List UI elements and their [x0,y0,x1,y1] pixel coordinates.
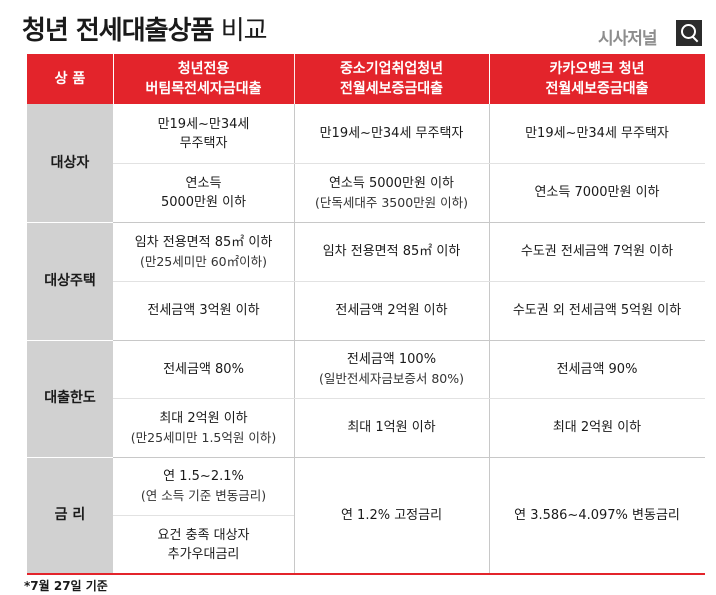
cell-subtext: (만25세미만 1.5억원 이하) [130,429,277,445]
header-col1-line1: 청년전용 [177,61,230,77]
divider [489,104,490,574]
cell-text: 최대 2억원 이하 [159,410,248,426]
cell-ratio-col1: 전세금액 80% [163,361,244,377]
bottom-border [27,573,705,575]
title-light: 비교 [220,16,268,46]
divider [489,54,490,104]
divider [294,104,295,574]
cell-deposit-col1: 전세금액 3억원 이하 [147,303,260,318]
footnote: *7월 27일 기준 [24,579,108,593]
label-eligibility: 대상자 [27,104,113,222]
page-title: 청년 전세대출상품 비교 [22,10,268,47]
cell-interest-col2: 연 1.2% 고정금리 [340,508,443,523]
divider [113,222,705,223]
header-col2-line1: 중소기업취업청년 [339,61,444,77]
divider [113,281,705,282]
divider [113,54,114,104]
cell-subtext: (일반전세자금보증서 80%) [318,371,464,386]
cell-age-col1: 만19세~만34세 무주택자 [113,104,294,163]
cell-text: 요건 충족 대상자 [157,527,250,543]
cell-age-col2: 만19세~만34세 무주택자 [319,126,464,141]
brand-logo: 시사저널 [598,29,658,49]
header-col2: 중소기업취업청년 전월세보증금대출 [294,54,489,104]
cell-text: 추가우대금리 [167,546,240,562]
divider [113,515,294,516]
header-col2-line2: 전월세보증금대출 [339,81,444,97]
cell-text: 5000만원 이하 [160,194,247,210]
cell-text: 임차 전용면적 85㎡ 이하 [134,234,273,250]
header-col1-line2: 버팀목전세자금대출 [145,81,262,97]
cell-ratio-col2: 전세금액 100% (일반전세자금보증서 80%) [294,340,489,398]
cell-max-col3: 최대 2억원 이하 [552,420,642,435]
cell-area-col2: 임차 전용면적 85㎡ 이하 [322,244,461,259]
cell-deposit-col2: 전세금액 2억원 이하 [335,303,448,318]
cell-text: 연소득 5000만원 이하 [328,175,455,191]
header-col3-line2: 전월세보증금대출 [545,81,649,97]
cell-deposit-col3: 수도권 외 전세금액 5억원 이하 [512,303,682,318]
cell-interest-col3: 연 3.586~4.097% 변동금리 [514,508,680,523]
cell-subtext: (연 소득 기준 변동금리) [140,488,267,503]
cell-max-col1: 최대 2억원 이하 (만25세미만 1.5억원 이하) [113,398,294,457]
header-label: 상 품 [27,54,113,104]
cell-ratio-col3: 전세금액 90% [556,361,638,377]
cell-income-col3: 연소득 7000만원 이하 [534,185,660,200]
cell-text: 만19세~만34세 [157,116,250,132]
cell-text: 연 1.5~2.1% [163,469,244,484]
divider [113,398,705,399]
cell-interest-col1-b: 요건 충족 대상자 추가우대금리 [113,515,294,574]
cell-age-col3: 만19세~만34세 무주택자 [525,126,669,141]
cell-income-col1: 연소득 5000만원 이하 [113,163,294,222]
divider [113,457,705,458]
header-col1: 청년전용 버팀목전세자금대출 [113,54,294,104]
cell-interest-col1-a: 연 1.5~2.1% (연 소득 기준 변동금리) [113,457,294,515]
cell-text: 전세금액 100% [346,352,437,367]
header-col3-line1: 카카오뱅크 청년 [549,61,645,77]
cell-area-col3: 수도권 전세금액 7억원 이하 [520,244,674,259]
cell-text: 연소득 [185,175,222,191]
cell-text: 무주택자 [179,135,228,151]
magnifier-icon[interactable] [676,20,702,46]
divider [27,340,113,341]
title-bold: 청년 전세대출상품 [22,16,214,46]
divider [113,163,705,164]
label-housing: 대상주택 [27,222,113,340]
label-rate: 금 리 [27,457,113,574]
cell-max-col2: 최대 1억원 이하 [347,420,436,435]
cell-subtext: (만25세미만 60㎡이하) [139,253,268,269]
cell-subtext: (단독세대주 3500만원 이하) [314,194,468,210]
label-limit: 대출한도 [27,340,113,457]
comparison-table: 상 품 청년전용 버팀목전세자금대출 중소기업취업청년 전월세보증금대출 카카오… [27,54,705,575]
divider [27,457,113,458]
cell-income-col2: 연소득 5000만원 이하 (단독세대주 3500만원 이하) [294,163,489,222]
cell-area-col1: 임차 전용면적 85㎡ 이하 (만25세미만 60㎡이하) [113,222,294,281]
divider [113,340,705,341]
header-col3: 카카오뱅크 청년 전월세보증금대출 [489,54,705,104]
